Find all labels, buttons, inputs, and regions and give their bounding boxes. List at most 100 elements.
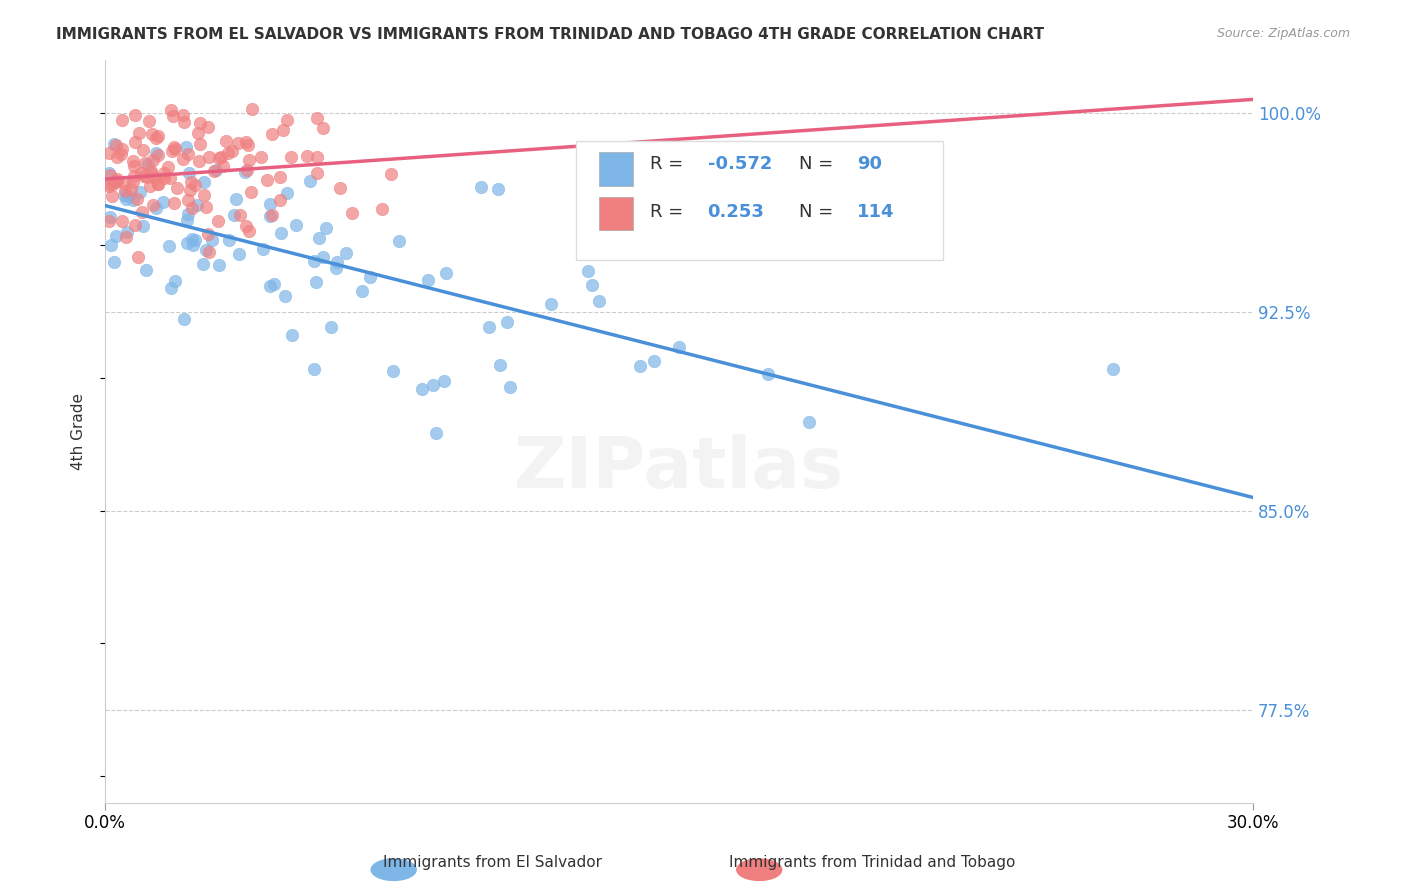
- Point: [228, 247, 250, 261]
- Point: [319, 319, 342, 334]
- Text: Immigrants from El Salvador: Immigrants from El Salvador: [382, 855, 602, 870]
- Point: [486, 181, 509, 195]
- Point: [103, 136, 125, 151]
- Point: [285, 219, 308, 233]
- Point: [194, 200, 217, 214]
- Point: [104, 175, 127, 189]
- Point: [281, 328, 304, 343]
- Point: [172, 153, 194, 167]
- Point: [173, 115, 195, 129]
- Point: [276, 113, 298, 128]
- Point: [236, 138, 259, 153]
- Point: [111, 142, 134, 156]
- Point: [233, 165, 256, 179]
- Text: R =: R =: [650, 202, 689, 221]
- Text: 90: 90: [856, 154, 882, 173]
- Point: [166, 181, 188, 195]
- Point: [236, 163, 259, 178]
- Point: [263, 277, 285, 292]
- Point: [111, 214, 134, 228]
- Point: [97, 165, 120, 179]
- Point: [756, 368, 779, 382]
- Point: [218, 233, 240, 247]
- Point: [207, 214, 229, 228]
- Point: [162, 109, 184, 123]
- Point: [114, 184, 136, 198]
- Point: [315, 221, 337, 235]
- Point: [242, 103, 264, 117]
- Point: [127, 250, 149, 264]
- Point: [105, 150, 128, 164]
- Point: [157, 239, 180, 253]
- Point: [280, 150, 302, 164]
- Point: [302, 361, 325, 376]
- Point: [122, 154, 145, 169]
- Point: [177, 147, 200, 161]
- Point: [160, 103, 183, 118]
- Point: [499, 380, 522, 394]
- Text: Source: ZipAtlas.com: Source: ZipAtlas.com: [1216, 27, 1350, 40]
- Point: [197, 120, 219, 134]
- Point: [122, 169, 145, 184]
- Point: [478, 320, 501, 334]
- Point: [252, 242, 274, 256]
- Point: [100, 189, 122, 203]
- Point: [298, 174, 321, 188]
- Point: [179, 183, 201, 197]
- Point: [177, 194, 200, 208]
- Point: [173, 312, 195, 326]
- Point: [115, 225, 138, 239]
- Point: [141, 127, 163, 141]
- Point: [187, 127, 209, 141]
- Point: [138, 114, 160, 128]
- Point: [145, 131, 167, 145]
- Point: [124, 108, 146, 122]
- Point: [470, 180, 492, 194]
- Point: [359, 269, 381, 284]
- Point: [668, 340, 690, 354]
- Point: [335, 246, 357, 260]
- Point: [352, 284, 374, 298]
- FancyBboxPatch shape: [599, 197, 633, 230]
- Point: [1102, 362, 1125, 376]
- Point: [238, 153, 260, 168]
- Point: [193, 187, 215, 202]
- Point: [269, 169, 291, 184]
- Point: [139, 166, 162, 180]
- Point: [262, 127, 284, 141]
- Point: [122, 159, 145, 173]
- Point: [416, 273, 439, 287]
- Point: [135, 170, 157, 185]
- Text: 0.253: 0.253: [707, 202, 765, 221]
- Point: [105, 174, 128, 188]
- Point: [411, 382, 433, 396]
- Point: [153, 171, 176, 186]
- Point: [326, 255, 349, 269]
- Point: [380, 167, 402, 181]
- Point: [177, 207, 200, 221]
- Point: [188, 154, 211, 169]
- Point: [269, 193, 291, 207]
- Point: [98, 168, 121, 182]
- Point: [111, 112, 134, 127]
- Point: [121, 193, 143, 207]
- Point: [329, 181, 352, 195]
- Point: [153, 165, 176, 179]
- Point: [172, 108, 194, 122]
- Point: [215, 134, 238, 148]
- Point: [388, 235, 411, 249]
- Circle shape: [371, 859, 416, 880]
- Point: [581, 278, 603, 293]
- Point: [540, 296, 562, 310]
- Point: [271, 122, 294, 136]
- Point: [307, 112, 329, 126]
- Point: [198, 244, 221, 259]
- Point: [208, 259, 231, 273]
- Text: IMMIGRANTS FROM EL SALVADOR VS IMMIGRANTS FROM TRINIDAD AND TOBAGO 4TH GRADE COR: IMMIGRANTS FROM EL SALVADOR VS IMMIGRANT…: [56, 27, 1045, 42]
- Point: [98, 211, 121, 225]
- Point: [381, 363, 404, 377]
- Text: Immigrants from Trinidad and Tobago: Immigrants from Trinidad and Tobago: [728, 855, 1015, 870]
- Point: [198, 149, 221, 163]
- Point: [489, 359, 512, 373]
- Point: [190, 116, 212, 130]
